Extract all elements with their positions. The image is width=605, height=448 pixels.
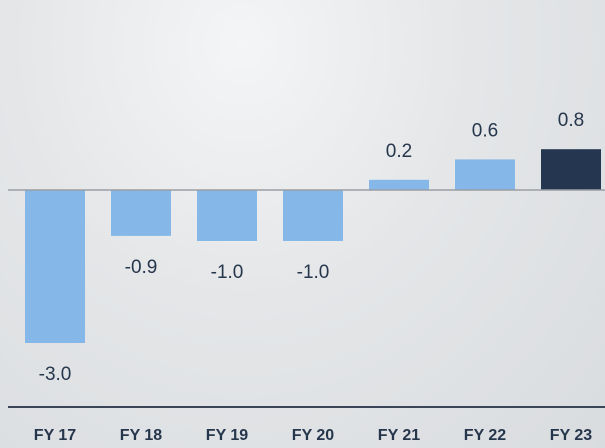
value-label: 0.6 bbox=[472, 120, 498, 141]
category-label: FY 19 bbox=[206, 427, 249, 444]
bar bbox=[455, 159, 515, 190]
category-label: FY 18 bbox=[120, 427, 163, 444]
bar bbox=[541, 149, 601, 190]
category-label: FY 20 bbox=[292, 427, 335, 444]
bar bbox=[197, 190, 257, 241]
bar bbox=[25, 190, 85, 343]
value-label: -3.0 bbox=[39, 364, 72, 385]
bar bbox=[283, 190, 343, 241]
value-label: -1.0 bbox=[297, 262, 330, 283]
value-label: 0.2 bbox=[386, 141, 412, 162]
category-label: FY 17 bbox=[34, 427, 77, 444]
bar bbox=[369, 179, 429, 190]
category-label: FY 23 bbox=[550, 427, 593, 444]
value-label: -1.0 bbox=[211, 262, 244, 283]
category-label: FY 21 bbox=[378, 427, 421, 444]
value-label: -0.9 bbox=[125, 257, 158, 278]
value-label: 0.8 bbox=[558, 110, 584, 131]
category-label: FY 22 bbox=[464, 427, 507, 444]
bar bbox=[111, 190, 171, 236]
